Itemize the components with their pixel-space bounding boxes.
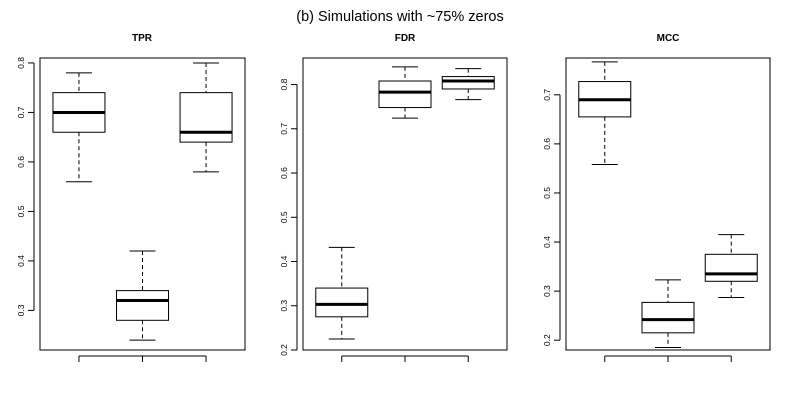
y-tick-label: 0.5 (279, 211, 289, 223)
y-tick-label: 0.7 (16, 106, 26, 118)
y-tick-label: 0.4 (279, 255, 289, 267)
box-2 (641, 279, 695, 349)
y-tick-label: 0.7 (279, 123, 289, 135)
plot-frame (565, 57, 771, 351)
panel-title: MCC (657, 33, 680, 44)
y-tick-label: 0.3 (279, 300, 289, 312)
iqr-box (116, 290, 169, 321)
iqr-box (179, 92, 233, 143)
box-3 (441, 68, 495, 101)
panel-tpr: TPR 0.3 0.4 0.5 0.6 0.7 0.8 (16, 33, 246, 362)
box-2 (116, 250, 169, 341)
y-tick-label: 0.2 (279, 344, 289, 356)
box-2 (378, 66, 432, 119)
y-tick-label: 0.4 (542, 236, 552, 248)
y-tick-label: 0.6 (16, 156, 26, 168)
box-3 (704, 234, 758, 298)
y-tick-label: 0.3 (16, 304, 26, 316)
plot-frame (302, 57, 508, 351)
y-tick-label: 0.7 (542, 89, 552, 101)
y-tick-label: 0.6 (279, 167, 289, 179)
iqr-box (441, 76, 495, 90)
panel-title: FDR (395, 33, 416, 44)
iqr-box (704, 253, 758, 282)
plot-frame (39, 57, 246, 351)
y-tick-label: 0.5 (542, 187, 552, 199)
y-tick-label: 0.6 (542, 138, 552, 150)
iqr-box (378, 80, 432, 109)
y-tick-label: 0.3 (542, 285, 552, 297)
figure-title: (b) Simulations with ~75% zeros (296, 9, 504, 25)
panel-mcc: MCC 0.2 0.3 0.4 0.5 0.6 0.7 (542, 33, 771, 362)
box-1 (52, 72, 106, 183)
y-tick-label: 0.8 (279, 78, 289, 90)
panel-title: TPR (132, 33, 153, 44)
y-tick-label: 0.5 (16, 205, 26, 217)
panel-fdr: FDR 0.2 0.3 0.4 0.5 0.6 0.7 0.8 (279, 33, 508, 362)
y-tick-label: 0.8 (16, 57, 26, 69)
iqr-box (315, 287, 369, 318)
y-tick-label: 0.2 (542, 334, 552, 346)
y-tick-label: 0.4 (16, 255, 26, 267)
box-1 (315, 246, 369, 340)
box-3 (179, 62, 233, 173)
panels: TPR 0.3 0.4 0.5 0.6 0.7 0.8 FDR 0.2 0.3 0.4 0.5 0.6 0… (16, 33, 771, 362)
iqr-box (641, 301, 695, 334)
box-1 (578, 61, 632, 165)
